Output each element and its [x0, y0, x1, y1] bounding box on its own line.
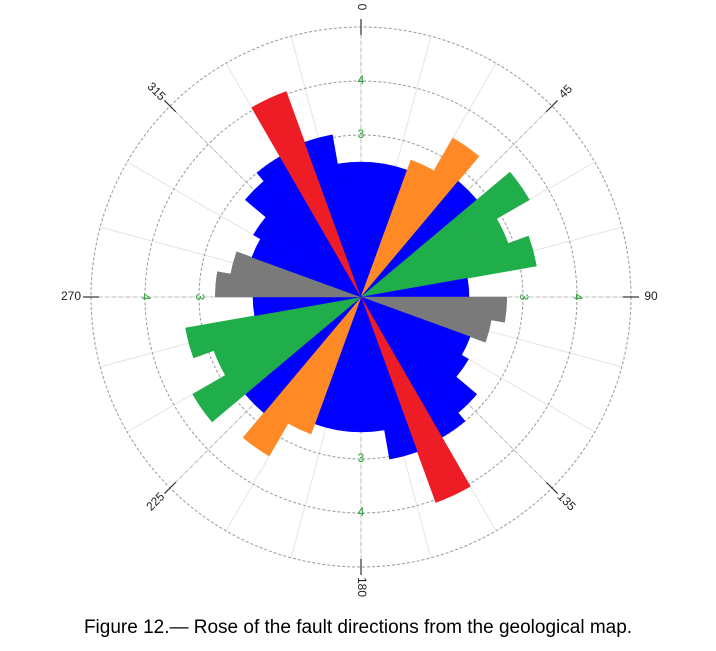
wedge [360, 296, 418, 460]
angle-label: 180 [355, 577, 369, 597]
wedge [360, 137, 480, 298]
angle-tick [164, 100, 177, 113]
caption: Figure 12.— Rose of the fault directions… [84, 617, 632, 638]
angle-gridline [164, 100, 362, 298]
angle-label: 270 [61, 289, 81, 303]
radial-tick-label: 3 [358, 451, 365, 465]
wedge [337, 161, 362, 298]
wedge [185, 296, 362, 359]
wedge [230, 251, 362, 298]
angle-label: 315 [144, 79, 168, 103]
wedge [360, 296, 385, 433]
wedge [360, 235, 537, 298]
ring [144, 80, 578, 514]
wedge [360, 296, 471, 503]
angle-tick [164, 481, 177, 494]
angle-label: 45 [556, 81, 576, 101]
angle-tick [545, 100, 558, 113]
radial-tick-label: 3 [193, 294, 207, 301]
angle-label: 90 [644, 289, 658, 303]
wedges [185, 91, 537, 503]
wedge [360, 171, 530, 298]
radial-tick-label: 3 [358, 127, 365, 141]
radial-tick-label: 4 [358, 73, 365, 87]
angle-gridline [164, 296, 362, 494]
angle-label: 0 [355, 4, 369, 11]
angle-gridline [360, 100, 558, 298]
angle-label: 135 [555, 489, 579, 513]
angle-tick [545, 481, 558, 494]
wedge [251, 91, 362, 298]
radial-tick-label: 4 [571, 294, 585, 301]
radial-tick-label: 3 [517, 294, 531, 301]
angle-gridline [360, 296, 558, 494]
wedge [242, 296, 362, 457]
radial-tick-label: 4 [139, 294, 153, 301]
wedge [304, 134, 362, 298]
wedge [360, 296, 492, 343]
angle-label: 225 [143, 489, 167, 513]
radial-tick-label: 4 [358, 505, 365, 519]
wedge [192, 296, 362, 423]
